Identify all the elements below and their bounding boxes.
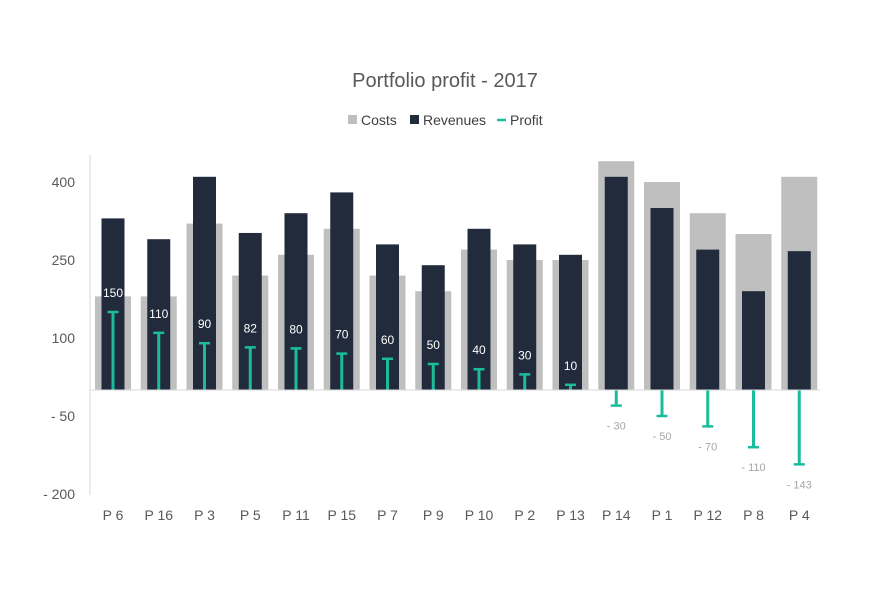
legend-item-revenues: Revenues [410, 112, 486, 128]
y-tick-label: 250 [52, 252, 76, 268]
profit-label: - 50 [653, 431, 672, 443]
profit-label: - 110 [741, 462, 765, 474]
profit-label: 10 [564, 359, 578, 373]
profit-bar [702, 390, 714, 428]
y-tick-label: - 50 [51, 408, 75, 424]
profit-label: 50 [427, 338, 441, 352]
legend-swatch-revenues [410, 115, 419, 124]
profit-bar [519, 373, 531, 390]
revenue-bar [696, 249, 720, 390]
legend-item-profit: Profit [497, 112, 543, 128]
revenue-bar [650, 208, 674, 390]
category-label: P 7 [377, 507, 398, 523]
profit-bar [748, 390, 759, 449]
profit-label: 30 [518, 348, 532, 362]
profit-label: 150 [103, 286, 123, 300]
profit-label: 90 [198, 317, 212, 331]
revenue-bar [787, 251, 811, 390]
legend: Costs Revenues Profit [348, 112, 543, 128]
profit-bar [473, 367, 485, 390]
profit-bar [610, 390, 622, 407]
profit-label: 82 [244, 321, 258, 335]
profit-bar [107, 310, 119, 390]
profit-bar [290, 347, 302, 390]
revenue-bar [238, 232, 262, 390]
profit-bar [656, 390, 668, 418]
profit-label: - 143 [787, 479, 812, 491]
revenue-bar [421, 265, 445, 390]
category-label: P 16 [144, 507, 173, 523]
revenue-bar [101, 218, 125, 390]
profit-bar [565, 383, 576, 390]
profit-label: 40 [472, 343, 486, 357]
revenue-bar [376, 244, 399, 390]
revenue-bar [742, 291, 765, 390]
profit-bar [793, 390, 805, 466]
revenue-bar [193, 176, 216, 390]
profit-bar [199, 341, 210, 390]
revenue-bar [330, 192, 354, 390]
profit-bar [382, 357, 393, 390]
profit-label: - 70 [698, 441, 717, 453]
category-label: P 10 [465, 507, 494, 523]
revenues-series [101, 176, 811, 390]
revenue-bar [513, 244, 537, 390]
category-label: P 12 [693, 507, 722, 523]
category-label: P 2 [514, 507, 535, 523]
profit-bar [427, 362, 439, 390]
revenue-bar [147, 239, 171, 390]
category-label: P 9 [423, 507, 444, 523]
profit-label: 70 [335, 328, 349, 342]
y-tick-label: - 200 [43, 486, 75, 502]
revenue-bar [467, 228, 491, 390]
profit-label: - 30 [607, 421, 626, 433]
category-label: P 14 [602, 507, 631, 523]
profit-label: 60 [381, 333, 395, 347]
profit-series [107, 310, 805, 466]
profit-bar [153, 331, 165, 390]
category-label: P 11 [282, 507, 310, 523]
category-label: P 8 [743, 507, 764, 523]
profit-labels: 150 110 90 82 80 70 60 50 40 30 10 - 30 - 50 - 70 - 11… [103, 286, 812, 491]
category-label: P 5 [240, 507, 261, 523]
revenue-bar [284, 213, 308, 390]
x-axis: P 6 P 16 P 3 P 5 P 11 P 15 P 7 P 9 P 10 P 2 P 13 P … [90, 389, 820, 523]
category-label: P 1 [652, 507, 673, 523]
y-tick-label: 100 [52, 330, 76, 346]
legend-label-revenues: Revenues [423, 112, 486, 128]
category-label: P 15 [327, 507, 356, 523]
profit-label: 80 [289, 322, 303, 336]
revenue-bar [604, 176, 628, 390]
legend-swatch-costs [348, 115, 357, 124]
y-axis: 400 250 100 - 50 - 200 [43, 155, 91, 502]
profit-bar [336, 352, 348, 390]
category-label: P 4 [789, 507, 810, 523]
revenue-bar [559, 254, 582, 390]
legend-item-costs: Costs [348, 112, 397, 128]
category-label: P 6 [103, 507, 124, 523]
legend-label-profit: Profit [510, 112, 543, 128]
profit-bar [244, 346, 256, 390]
y-tick-label: 400 [52, 174, 76, 190]
profit-label: 110 [149, 307, 168, 321]
category-label: P 13 [556, 507, 585, 523]
chart-title: Portfolio profit - 2017 [352, 70, 538, 92]
category-label: P 3 [194, 507, 215, 523]
legend-label-costs: Costs [361, 112, 397, 128]
